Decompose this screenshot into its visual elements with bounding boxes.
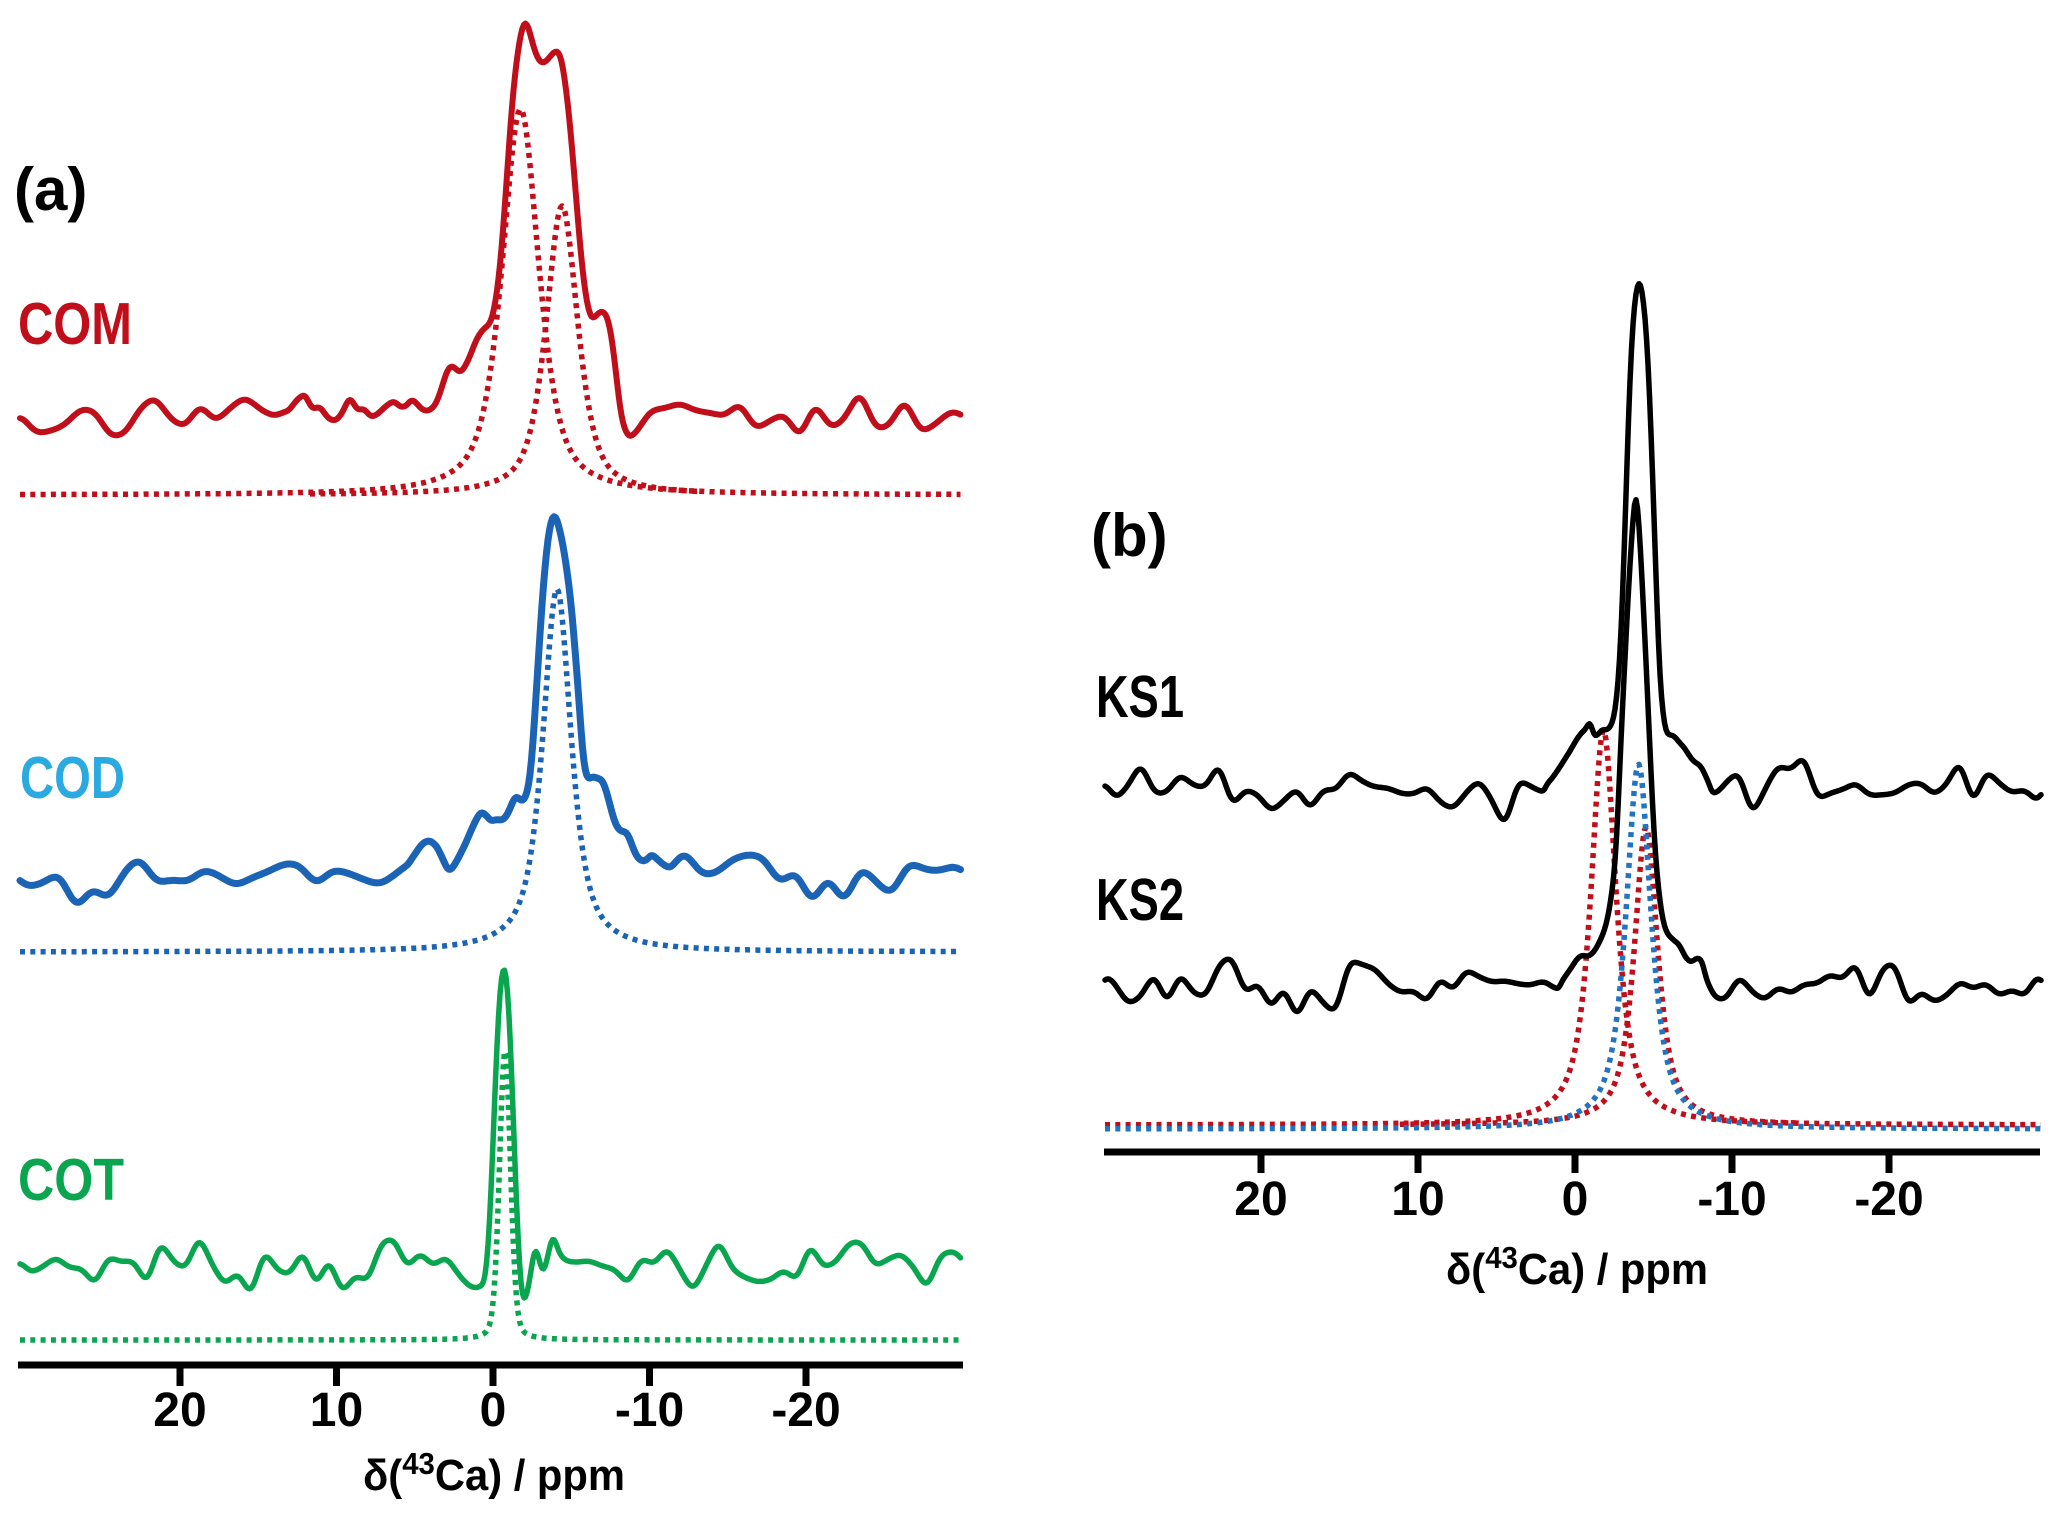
svg-text:-10: -10 [1697,1173,1766,1226]
svg-text:(b): (b) [1091,502,1168,569]
svg-text:20: 20 [1234,1173,1287,1226]
svg-text:10: 10 [310,1384,363,1437]
svg-text:COM: COM [18,291,132,357]
svg-text:-20: -20 [1854,1173,1923,1226]
svg-text:10: 10 [1391,1173,1444,1226]
svg-text:COD: COD [20,745,125,811]
svg-text:KS1: KS1 [1096,664,1184,730]
svg-text:20: 20 [153,1384,206,1437]
svg-text:-20: -20 [771,1384,840,1437]
svg-text:COT: COT [18,1147,124,1213]
svg-text:-10: -10 [615,1384,684,1437]
svg-text:(a): (a) [14,156,87,223]
svg-text:0: 0 [480,1384,507,1437]
svg-text:KS2: KS2 [1096,867,1184,933]
svg-text:0: 0 [1562,1173,1589,1226]
